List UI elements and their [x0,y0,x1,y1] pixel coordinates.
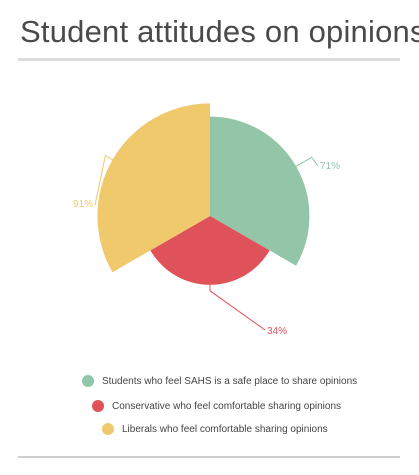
pie-slice-1 [210,116,310,266]
legend-item-liberals: Liberals who feel comfortable sharing op… [102,423,328,435]
legend-swatch-yellow [102,423,114,435]
pie-chart: 71% 34% 91% [73,103,340,337]
data-label-3: 91% [73,199,93,210]
legend-swatch-red [92,400,104,412]
legend-label-safe-place: Students who feel SAHS is a safe place t… [102,375,358,387]
leader-line-3 [94,154,115,206]
legend-label-conservative: Conservative who feel comfortable sharin… [112,400,342,412]
legend-swatch-green [82,375,94,387]
legend-label-liberals: Liberals who feel comfortable sharing op… [122,423,328,435]
legend-item-conservative: Conservative who feel comfortable sharin… [92,400,341,412]
chart-title: Student attitudes on opinions [20,14,419,49]
leader-line-2 [209,283,266,331]
leader-line-1 [294,156,319,168]
data-label-1: 71% [320,161,340,172]
legend-item-safe-place: Students who feel SAHS is a safe place t… [82,375,357,387]
pie-slice-2 [150,216,270,285]
data-label-2: 34% [267,326,287,337]
title-divider [18,58,400,61]
pie-slice-3 [97,103,210,273]
bottom-divider [18,456,400,458]
